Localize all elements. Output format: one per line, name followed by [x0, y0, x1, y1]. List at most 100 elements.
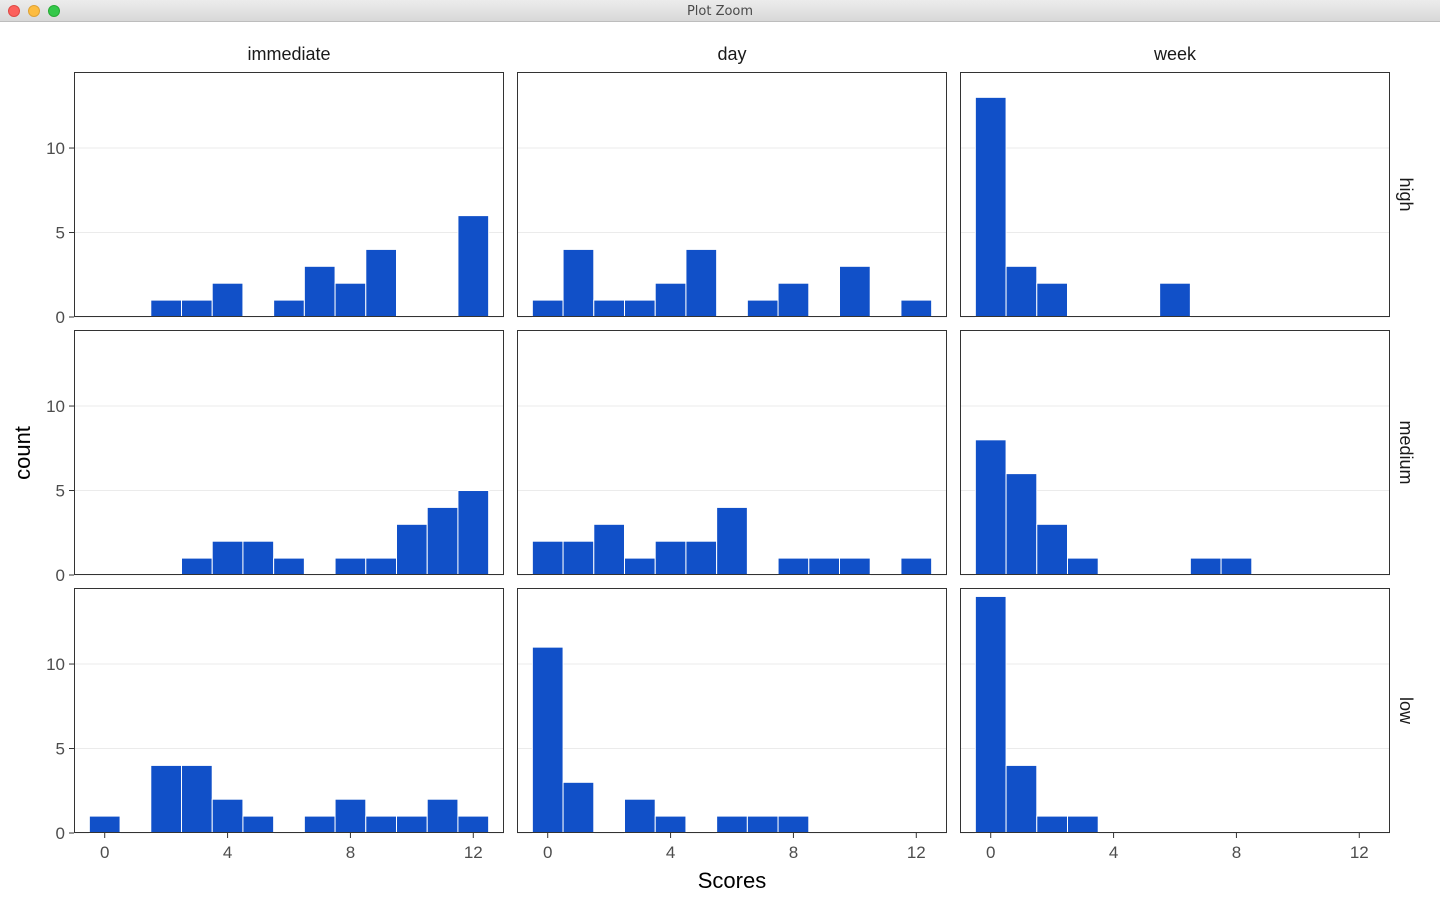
histogram-bar-immediate-medium-3 [181, 557, 213, 576]
histogram-bar-day-medium-5 [685, 540, 718, 576]
y-tick-label: 10 [46, 139, 65, 158]
histogram-bar-day-medium-4 [654, 540, 687, 576]
histogram-bar-immediate-medium-9 [365, 557, 397, 576]
panel-frame [517, 72, 947, 317]
histogram-bar-week-high-1 [1005, 265, 1038, 318]
histogram-bar-immediate-medium-6 [273, 557, 305, 576]
histogram-bar-immediate-medium-5 [242, 540, 275, 576]
histogram-bars [88, 96, 1253, 834]
histogram-bar-day-low-3 [624, 798, 656, 834]
close-window-button[interactable] [8, 5, 20, 17]
axis-ticks-and-labels: 0 5 10 0 5 10 0 5 10 0 4 8 12 0 4 8 12 0 4 8 12 [46, 139, 1369, 862]
y-tick-label: 10 [46, 655, 65, 674]
faceted-histogram-chart: immediate day week high medium low 0 5 10 0 5 10 0 5… [10, 44, 1416, 893]
y-tick-label: 5 [56, 740, 65, 759]
y-tick-label: 5 [56, 482, 65, 501]
histogram-bar-day-high-10 [839, 265, 871, 318]
histogram-bar-immediate-low-11 [426, 798, 459, 834]
x-tick-label: 12 [907, 843, 926, 862]
x-tick-label: 4 [223, 843, 232, 862]
histogram-bar-immediate-medium-11 [426, 506, 459, 576]
histogram-bar-day-high-8 [777, 282, 810, 318]
histogram-bar-immediate-high-3 [181, 299, 213, 318]
histogram-bar-week-high-2 [1036, 282, 1069, 318]
x-tick-label: 4 [666, 843, 675, 862]
histogram-bar-day-low-0 [531, 646, 564, 834]
histogram-bar-day-high-1 [562, 248, 595, 318]
histogram-bar-week-low-1 [1005, 764, 1038, 834]
x-tick-label: 8 [789, 843, 798, 862]
histogram-bar-week-medium-2 [1036, 523, 1069, 576]
histogram-bar-day-low-6 [716, 815, 748, 834]
histogram-bar-week-low-3 [1067, 815, 1099, 834]
histogram-bar-day-medium-8 [777, 557, 810, 576]
histogram-bar-day-medium-2 [593, 523, 625, 576]
histogram-bar-immediate-high-8 [334, 282, 367, 318]
histogram-bar-immediate-high-4 [211, 282, 244, 318]
histogram-bar-day-high-12 [900, 299, 933, 318]
histogram-bar-immediate-low-9 [365, 815, 397, 834]
histogram-bar-day-high-3 [624, 299, 656, 318]
column-strip-label-week: week [1153, 44, 1197, 64]
histogram-bar-immediate-low-12 [457, 815, 490, 834]
x-tick-label: 12 [1350, 843, 1369, 862]
histogram-bar-day-medium-9 [808, 557, 840, 576]
y-axis-title: count [10, 426, 35, 480]
panel-frame [517, 330, 947, 575]
histogram-bar-immediate-low-5 [242, 815, 275, 834]
histogram-bar-day-low-7 [746, 815, 779, 834]
zoom-window-button[interactable] [48, 5, 60, 17]
panel-frame [74, 330, 504, 575]
panel-frame [74, 588, 504, 833]
row-strip-label-medium: medium [1396, 420, 1416, 484]
histogram-bar-day-high-2 [593, 299, 625, 318]
histogram-bar-day-low-8 [777, 815, 810, 834]
y-tick-label: 0 [56, 824, 65, 843]
minimize-window-button[interactable] [28, 5, 40, 17]
column-strip-label-day: day [717, 44, 746, 64]
histogram-bar-day-low-1 [562, 781, 595, 834]
x-tick-label: 4 [1109, 843, 1118, 862]
y-tick-label: 0 [56, 566, 65, 585]
x-tick-label: 12 [464, 843, 483, 862]
y-tick-label: 0 [56, 308, 65, 327]
row-strip-label-high: high [1396, 177, 1416, 211]
histogram-bar-immediate-low-7 [303, 815, 336, 834]
histogram-bar-immediate-high-2 [150, 299, 183, 318]
panel-frame [517, 588, 947, 833]
x-tick-label: 0 [100, 843, 109, 862]
histogram-bar-immediate-low-0 [88, 815, 121, 834]
histogram-bar-week-medium-1 [1005, 473, 1038, 576]
histogram-bar-immediate-high-7 [303, 265, 336, 318]
histogram-bar-immediate-low-3 [181, 764, 213, 834]
panel-frame [960, 330, 1390, 575]
histogram-bar-immediate-medium-4 [211, 540, 244, 576]
histogram-bar-week-medium-8 [1220, 557, 1253, 576]
panel-frame [960, 588, 1390, 833]
row-strip-label-low: low [1396, 697, 1416, 725]
window-titlebar: Plot Zoom [0, 0, 1440, 22]
histogram-bar-immediate-low-2 [150, 764, 183, 834]
x-tick-label: 0 [986, 843, 995, 862]
x-tick-label: 0 [543, 843, 552, 862]
y-tick-label: 5 [56, 224, 65, 243]
histogram-bar-immediate-medium-12 [457, 490, 490, 576]
gridlines [74, 147, 1390, 834]
histogram-bar-day-high-5 [685, 248, 718, 318]
histogram-bar-day-medium-10 [839, 557, 871, 576]
y-tick-label: 10 [46, 397, 65, 416]
x-axis-title: Scores [698, 868, 766, 893]
x-tick-label: 8 [1232, 843, 1241, 862]
window-title: Plot Zoom [686, 4, 754, 19]
column-strip-label-immediate: immediate [247, 44, 330, 64]
histogram-bar-week-medium-7 [1189, 557, 1222, 576]
histogram-bar-immediate-high-12 [457, 215, 490, 318]
histogram-bar-week-low-0 [974, 595, 1007, 834]
histogram-bar-day-medium-0 [531, 540, 564, 576]
panel-frame [74, 72, 504, 317]
histogram-bar-week-low-2 [1036, 815, 1069, 834]
histogram-bar-week-medium-0 [974, 439, 1007, 576]
histogram-bar-immediate-low-10 [396, 815, 428, 834]
panel-frames [74, 72, 1390, 833]
panel-frame [960, 72, 1390, 317]
